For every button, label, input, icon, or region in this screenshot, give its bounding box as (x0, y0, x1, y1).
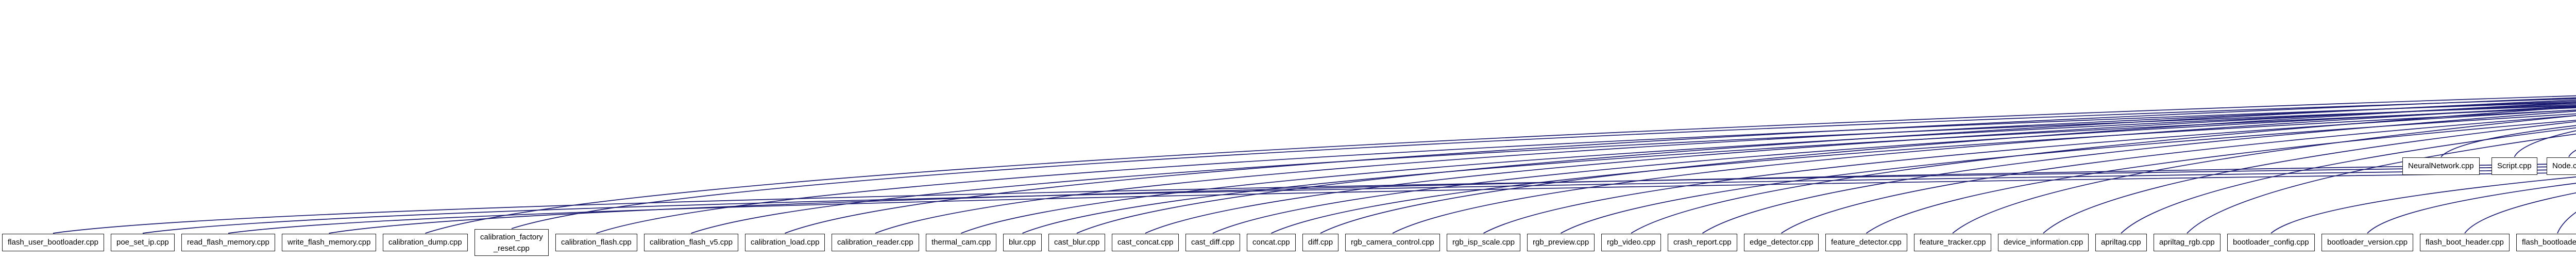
graph-node-flash_bootloader-cpp[interactable]: flash_bootloader.cpp (2516, 234, 2576, 251)
include-edge (875, 101, 2576, 234)
include-edge (425, 95, 2576, 234)
include-edge (1392, 105, 2576, 234)
graph-node-flash_user_bootloader-cpp[interactable]: flash_user_bootloader.cpp (2, 234, 104, 251)
include-edge (785, 97, 2576, 234)
include-edge (2568, 150, 2576, 157)
graph-node-rgb_camera_control-cpp[interactable]: rgb_camera_control.cpp (1345, 234, 1440, 251)
graph-node-calibration_flash_v5-cpp[interactable]: calibration_flash_v5.cpp (644, 234, 738, 251)
include-edge (2441, 125, 2576, 157)
graph-node-device_information-cpp[interactable]: device_information.cpp (1998, 234, 2089, 251)
graph-node-apriltag_rgb-cpp[interactable]: apriltag_rgb.cpp (2154, 234, 2221, 251)
graph-node-NeuralNetwork-cpp[interactable]: NeuralNetwork.cpp (2402, 157, 2480, 175)
include-edge (1145, 103, 2576, 234)
include-edge (142, 169, 2576, 234)
include-edge (53, 166, 2576, 234)
graph-node-edge_detector-cpp[interactable]: edge_detector.cpp (1744, 234, 1819, 251)
graph-node-feature_detector-cpp[interactable]: feature_detector.cpp (1825, 234, 1907, 251)
graph-node-crash_report-cpp[interactable]: crash_report.cpp (1668, 234, 1737, 251)
graph-node-calibration_load-cpp[interactable]: calibration_load.cpp (745, 234, 825, 251)
graph-node-rgb_preview-cpp[interactable]: rgb_preview.cpp (1527, 234, 1595, 251)
include-edge (2367, 183, 2576, 234)
include-edge (1320, 102, 2576, 234)
include-edge (691, 105, 2576, 234)
graph-node-Node-cpp[interactable]: Node.cpp (2547, 157, 2576, 175)
graph-node-flash_boot_header-cpp[interactable]: flash_boot_header.cpp (2420, 234, 2510, 251)
include-edge (511, 98, 2576, 229)
graph-node-concat-cpp[interactable]: concat.cpp (1247, 234, 1296, 251)
graph-node-write_flash_memory-cpp[interactable]: write_flash_memory.cpp (282, 234, 377, 251)
graph-node-feature_tracker-cpp[interactable]: feature_tracker.cpp (1914, 234, 1992, 251)
graph-node-blur-cpp[interactable]: blur.cpp (1003, 234, 1042, 251)
include-edge (2464, 192, 2576, 234)
graph-node-bootloader_config-cpp[interactable]: bootloader_config.cpp (2227, 234, 2315, 251)
include-edge (1076, 99, 2576, 234)
include-edge (1212, 106, 2576, 234)
include-edge (596, 102, 2576, 234)
include-edge (2514, 130, 2576, 157)
graph-node-diff-cpp[interactable]: diff.cpp (1302, 234, 1339, 251)
graph-node-poe_set_ip-cpp[interactable]: poe_set_ip.cpp (111, 234, 175, 251)
include-edge (1952, 115, 2576, 234)
include-edge (1271, 109, 2576, 234)
graph-node-cast_diff-cpp[interactable]: cast_diff.cpp (1185, 234, 1240, 251)
include-edge (329, 163, 2576, 234)
include-edge (228, 172, 2576, 234)
graph-node-cast_blur-cpp[interactable]: cast_blur.cpp (1048, 234, 1106, 251)
graph-node-bootloader_version-cpp[interactable]: bootloader_version.cpp (2321, 234, 2413, 251)
graph-node-apriltag-cpp[interactable]: apriltag.cpp (2095, 234, 2147, 251)
graph-node-thermal_cam-cpp[interactable]: thermal_cam.cpp (926, 234, 997, 251)
graph-node-rgb_isp_scale-cpp[interactable]: rgb_isp_scale.cpp (1447, 234, 1520, 251)
graph-node-calibration_reader-cpp[interactable]: calibration_reader.cpp (832, 234, 919, 251)
include-edge (1022, 107, 2576, 234)
graph-node-calibration_flash-cpp[interactable]: calibration_flash.cpp (555, 234, 637, 251)
graph-node-rgb_video-cpp[interactable]: rgb_video.cpp (1601, 234, 1662, 251)
graph-node-read_flash_memory-cpp[interactable]: read_flash_memory.cpp (181, 234, 275, 251)
graph-node-cast_concat-cpp[interactable]: cast_concat.cpp (1112, 234, 1179, 251)
graph-node-calibration_dump-cpp[interactable]: calibration_dump.cpp (383, 234, 468, 251)
graph-node-Script-cpp[interactable]: Script.cpp (2492, 157, 2537, 175)
graph-node-calibration_factory_reset-cpp[interactable]: calibration_factory _reset.cpp (474, 229, 549, 256)
include-edge (961, 104, 2576, 234)
